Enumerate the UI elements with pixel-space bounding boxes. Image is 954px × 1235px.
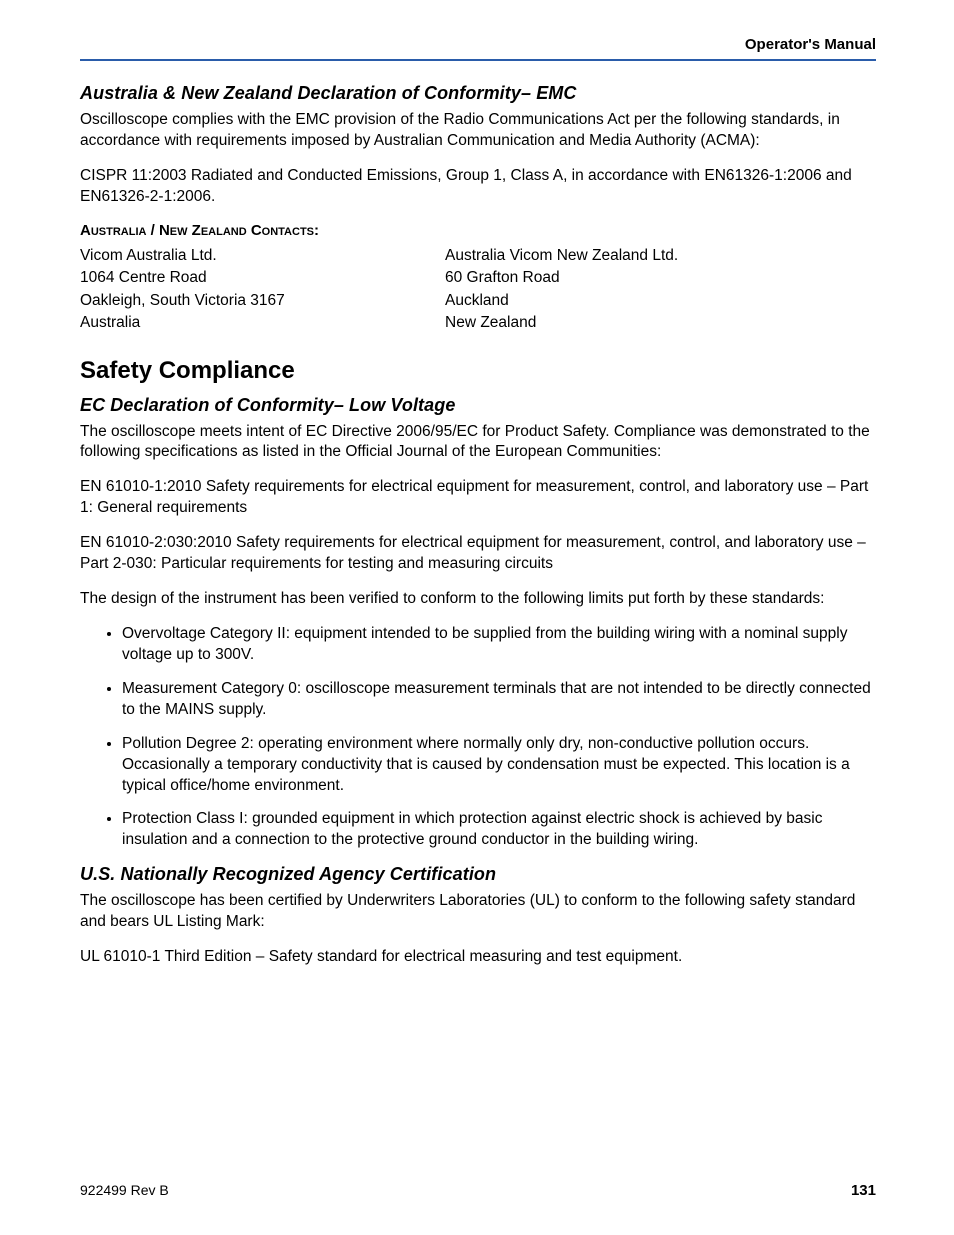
contacts-block: Vicom Australia Ltd. 1064 Centre Road Oa…: [80, 245, 876, 335]
contact-au-line2: 1064 Centre Road: [80, 267, 445, 289]
contact-au-line1: Vicom Australia Ltd.: [80, 245, 445, 267]
us-para-1: The oscilloscope has been certified by U…: [80, 891, 876, 933]
limits-item: Protection Class I: grounded equipment i…: [122, 809, 876, 851]
contact-australia: Vicom Australia Ltd. 1064 Centre Road Oa…: [80, 245, 445, 335]
header-manual-title: Operator's Manual: [80, 36, 876, 53]
contact-nz-line4: New Zealand: [445, 312, 876, 334]
ec-para-2: EN 61010-1:2010 Safety requirements for …: [80, 477, 876, 519]
contact-au-line3: Oakleigh, South Victoria 3167: [80, 290, 445, 312]
contact-newzealand: Australia Vicom New Zealand Ltd. 60 Graf…: [445, 245, 876, 335]
limits-list: Overvoltage Category II: equipment inten…: [80, 624, 876, 851]
footer-doc-id: 922499 Rev B: [80, 1182, 169, 1198]
ec-para-3: EN 61010-2:030:2010 Safety requirements …: [80, 533, 876, 575]
subsection-heading-ec: EC Declaration of Conformity– Low Voltag…: [80, 395, 876, 416]
contacts-heading: Australia / New Zealand Contacts:: [80, 222, 876, 239]
emc-para-2: CISPR 11:2003 Radiated and Conducted Emi…: [80, 166, 876, 208]
contact-au-line4: Australia: [80, 312, 445, 334]
limits-item: Overvoltage Category II: equipment inten…: [122, 624, 876, 666]
page-footer: 922499 Rev B 131: [80, 1182, 876, 1199]
limits-item: Pollution Degree 2: operating environmen…: [122, 734, 876, 797]
section-heading-safety: Safety Compliance: [80, 357, 876, 385]
contact-nz-line1: Australia Vicom New Zealand Ltd.: [445, 245, 876, 267]
limits-item: Measurement Category 0: oscilloscope mea…: [122, 679, 876, 721]
subsection-heading-us: U.S. Nationally Recognized Agency Certif…: [80, 864, 876, 885]
contact-nz-line3: Auckland: [445, 290, 876, 312]
us-para-2: UL 61010-1 Third Edition – Safety standa…: [80, 947, 876, 968]
header-rule: [80, 59, 876, 61]
ec-para-4: The design of the instrument has been ve…: [80, 589, 876, 610]
footer-page-number: 131: [851, 1182, 876, 1199]
section-heading-emc: Australia & New Zealand Declaration of C…: [80, 83, 876, 104]
contact-nz-line2: 60 Grafton Road: [445, 267, 876, 289]
emc-para-1: Oscilloscope complies with the EMC provi…: [80, 110, 876, 152]
document-page: Operator's Manual Australia & New Zealan…: [0, 0, 954, 1235]
ec-para-1: The oscilloscope meets intent of EC Dire…: [80, 422, 876, 464]
